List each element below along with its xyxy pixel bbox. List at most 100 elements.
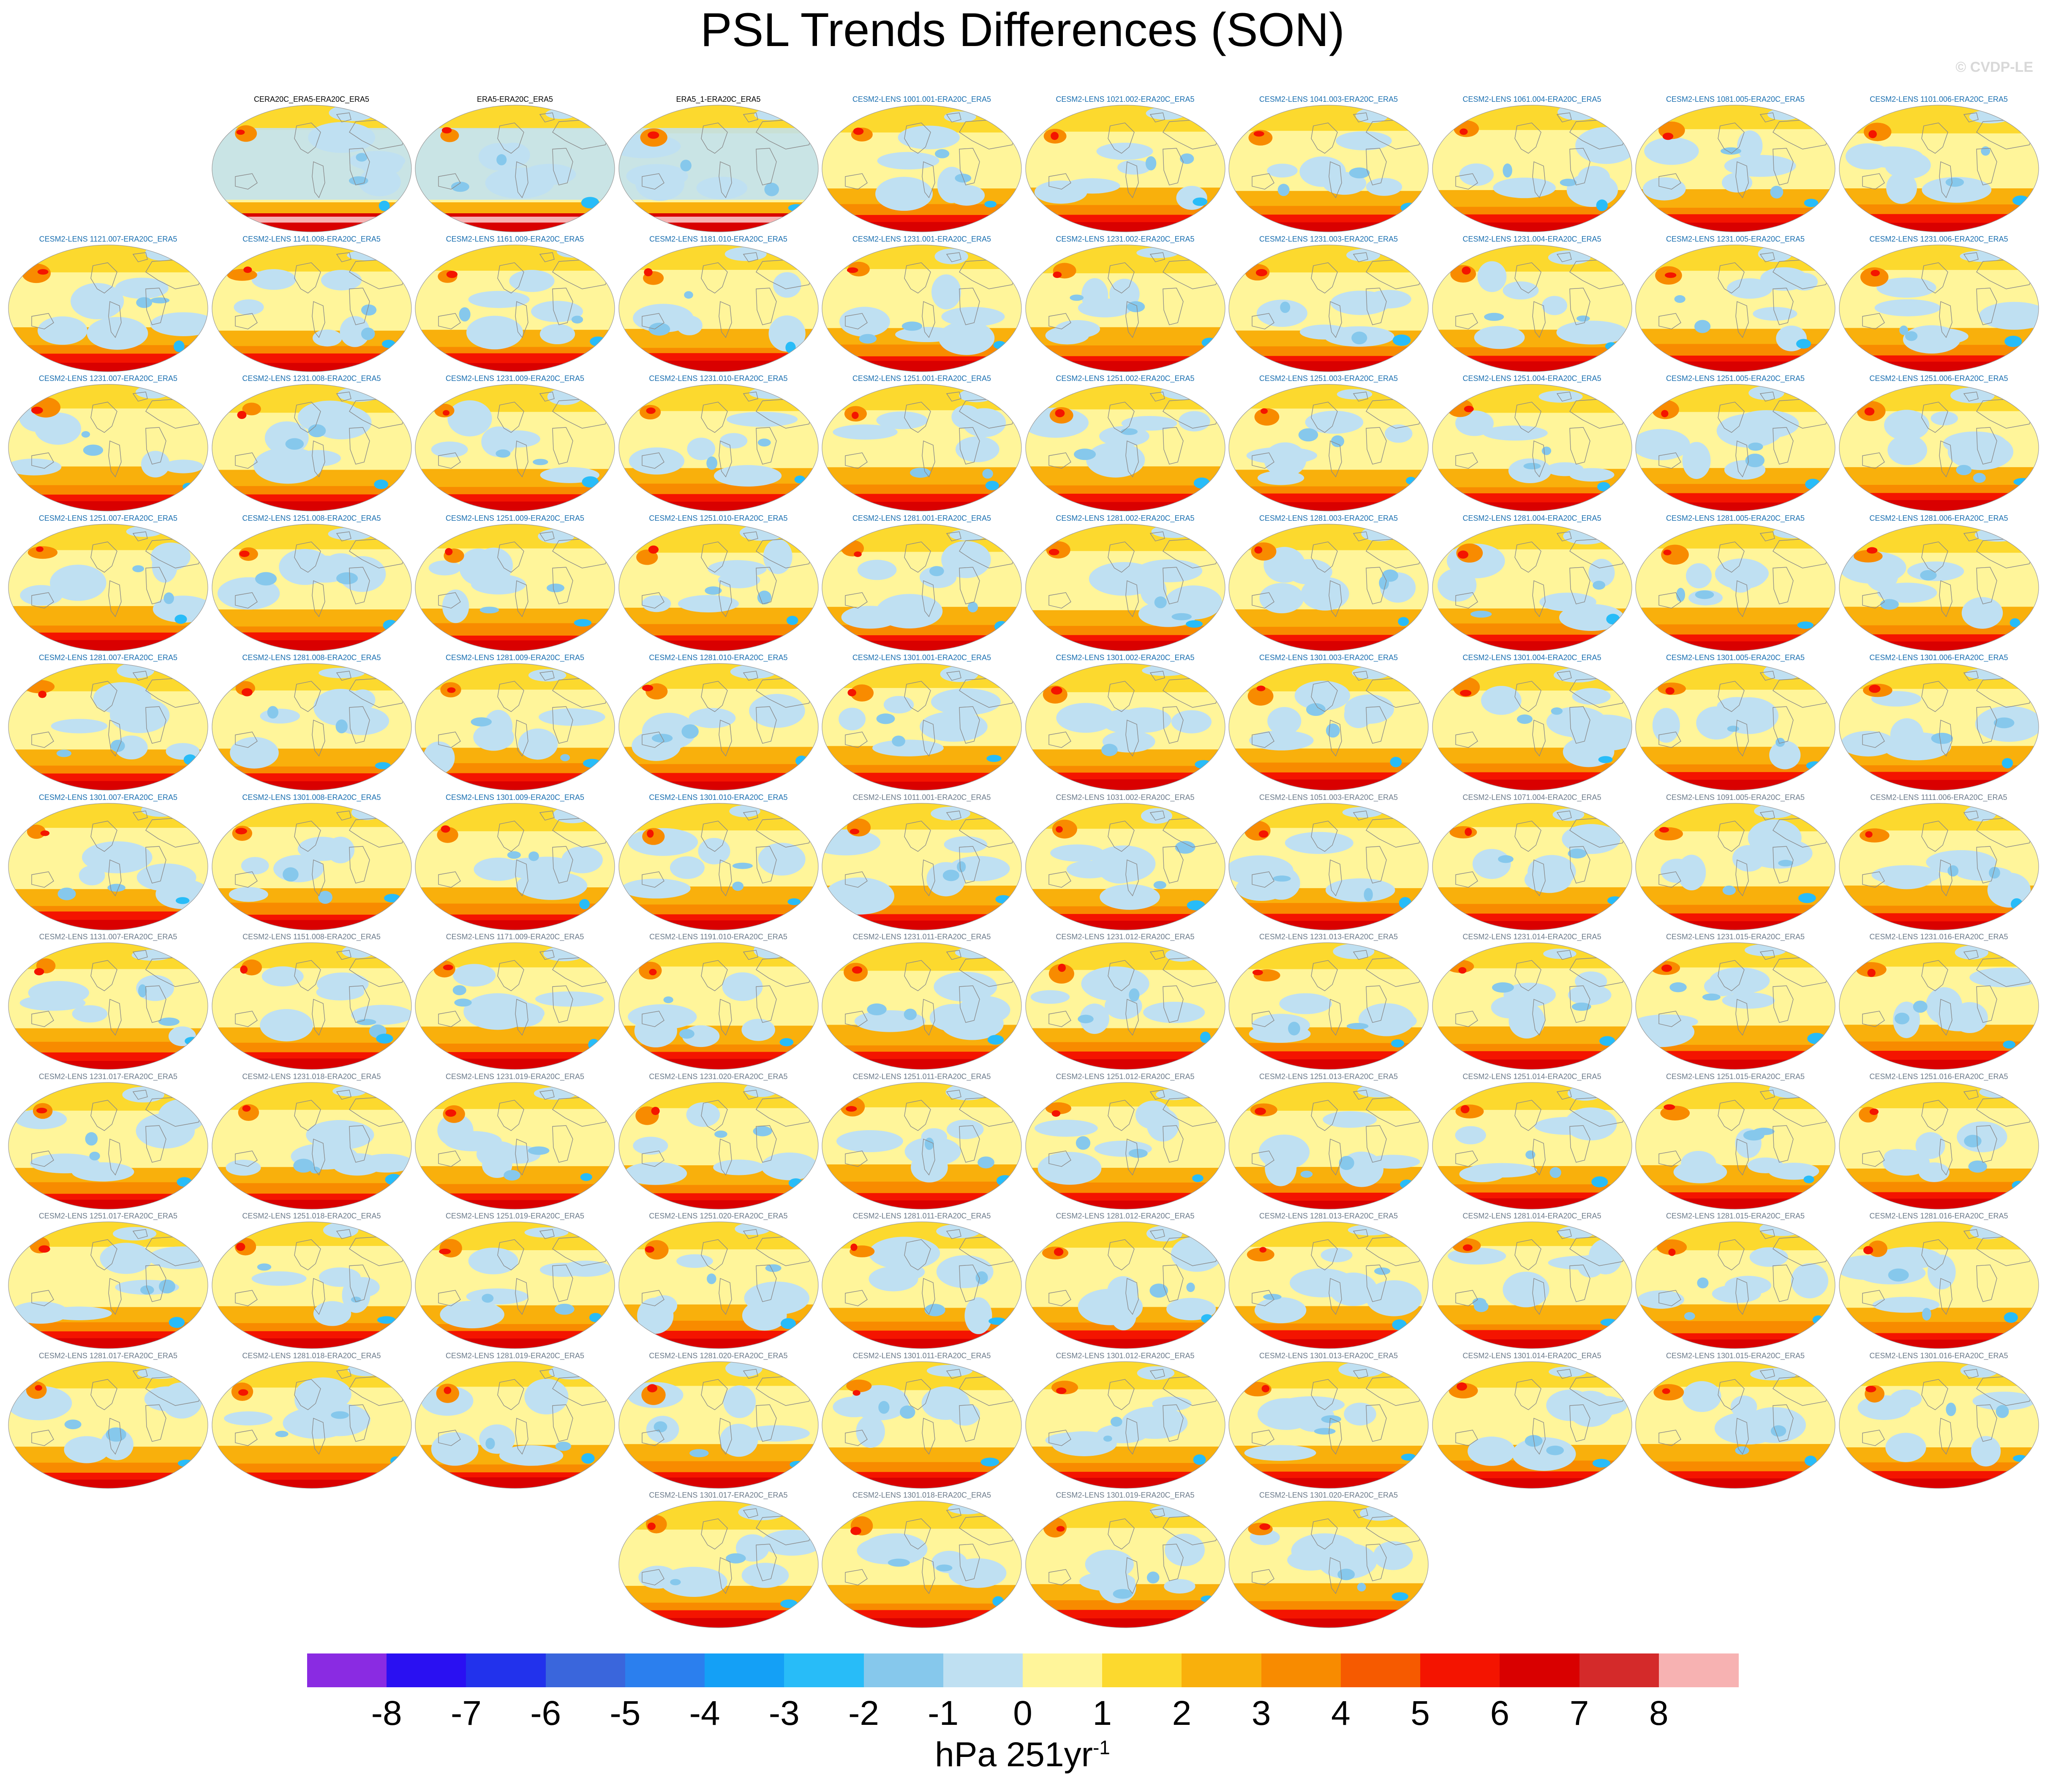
continent-outline (700, 1239, 728, 1270)
map-field (8, 1221, 208, 1349)
negative-anomaly-core (680, 160, 692, 171)
negative-anomaly (1882, 1149, 1930, 1176)
negative-anomaly (223, 1411, 272, 1425)
negative-anomaly (51, 719, 108, 734)
continent-outline (1658, 1150, 1681, 1167)
continent-outline (904, 681, 931, 712)
panel-label: CESM2-LENS 1061.004-ERA20C_ERA5 (1462, 95, 1601, 103)
positive-anomaly-core (1254, 546, 1263, 554)
panel-label: CESM2-LENS 1251.019-ERA20C_ERA5 (445, 1212, 585, 1220)
continent-outline (1455, 313, 1478, 329)
negative-anomaly-core (876, 713, 895, 724)
field-south-band-peak (1432, 921, 1632, 930)
globe-outline (822, 1361, 1022, 1489)
negative-anomaly (957, 995, 1010, 1024)
negative-anomaly-core (1277, 184, 1290, 196)
continent-outline (552, 846, 573, 884)
negative-anomaly-core (1607, 896, 1622, 905)
continent-outline (1862, 1150, 1885, 1167)
map-panel: CESM2-LENS 1251.003-ERA20C_ERA5 (1227, 374, 1430, 514)
globe-outline (1432, 384, 1632, 511)
negative-anomaly (1871, 865, 1941, 885)
negative-anomaly (305, 1120, 374, 1150)
map-field (822, 384, 1022, 511)
negative-anomaly-core (714, 1130, 727, 1138)
continent-outline (718, 859, 732, 896)
field-south-band-peak (8, 362, 208, 372)
negative-anomaly-core (1193, 477, 1210, 489)
continent-outline (1658, 731, 1681, 748)
negative-anomaly (87, 316, 148, 350)
globe-outline (415, 1221, 615, 1349)
negative-anomaly (1056, 703, 1115, 733)
negative-anomaly-core (1149, 1283, 1168, 1298)
negative-anomaly-core (1069, 294, 1084, 301)
negative-anomaly-core (1306, 703, 1326, 716)
continent-outline (1963, 671, 1979, 681)
negative-anomaly-core (185, 1037, 199, 1045)
continent-outline (1048, 1011, 1071, 1027)
negative-anomaly-core (1175, 840, 1195, 854)
negative-anomaly (141, 451, 170, 478)
negative-anomaly (1716, 413, 1782, 448)
negative-anomaly-core (1541, 446, 1551, 455)
field-north-band (1025, 943, 1225, 970)
negative-anomaly-core (83, 444, 103, 456)
negative-anomaly (1743, 1407, 1806, 1443)
negative-anomaly-core (1517, 714, 1533, 724)
negative-anomaly (877, 152, 939, 170)
continent-outline (552, 1404, 573, 1442)
map-field (1025, 942, 1225, 1070)
map-field (618, 802, 819, 930)
negative-anomaly-core (336, 572, 358, 585)
map-field (211, 1361, 412, 1489)
field-north-band (1025, 1082, 1225, 1107)
negative-anomaly (1045, 1432, 1109, 1449)
continent-outline (1658, 1011, 1681, 1027)
colorbar-tick-label: 8 (1649, 1694, 1669, 1732)
map-panel: CESM2-LENS 1301.018-ERA20C_ERA5 (820, 1491, 1024, 1630)
continent-outline (336, 671, 351, 681)
map-panel: CESM2-LENS 1231.019-ERA20C_ERA5 (413, 1072, 617, 1212)
panel-label: CESM2-LENS 1301.003-ERA20C_ERA5 (1259, 653, 1398, 662)
continent-outline (336, 810, 351, 821)
continent-outline (1735, 301, 1749, 338)
continent-outline (1514, 681, 1541, 712)
colorbar-tick-label: 2 (1172, 1694, 1192, 1732)
negative-anomaly (1588, 1239, 1623, 1275)
negative-anomaly-core (892, 735, 905, 747)
arctic-anomaly (1773, 526, 1810, 538)
field-south-band-peak (212, 501, 411, 511)
continent-outline (1125, 1417, 1139, 1455)
negative-anomaly (1249, 730, 1314, 751)
positive-anomaly-core (31, 406, 43, 414)
continent-outline (718, 161, 732, 199)
continent-outline (1252, 1290, 1274, 1306)
panel-label: CESM2-LENS 1231.006-ERA20C_ERA5 (1869, 234, 2008, 243)
negative-anomaly (440, 1300, 504, 1329)
field-south-band-peak (212, 920, 411, 930)
field-south-band-peak (1636, 502, 1835, 511)
negative-anomaly (1317, 1543, 1377, 1579)
negative-anomaly-core (1146, 1572, 1160, 1584)
continent-outline (959, 427, 980, 465)
panel-label: CESM2-LENS 1251.008-ERA20C_ERA5 (242, 514, 381, 522)
continent-outline (1658, 1290, 1681, 1306)
field-south-band-peak (1025, 920, 1225, 930)
map-panel: CESM2-LENS 1001.001-ERA20C_ERA5 (820, 95, 1024, 234)
continent-outline (1532, 1138, 1546, 1175)
negative-anomaly-core (785, 341, 796, 353)
positive-anomaly-core (238, 1389, 248, 1396)
map-field (618, 942, 819, 1070)
arctic-anomaly (948, 1503, 986, 1515)
continent-outline (1939, 301, 1952, 338)
arctic-anomaly (1149, 1504, 1197, 1517)
negative-anomaly (1492, 177, 1556, 199)
colorbar-swatch (705, 1653, 784, 1687)
field-south-band-peak (822, 1618, 1021, 1628)
colorbar-tick-label: 7 (1569, 1694, 1589, 1732)
negative-anomaly-core (373, 479, 388, 489)
continent-outline (1125, 719, 1139, 757)
positive-anomaly-core (36, 546, 44, 552)
panel-label: CESM2-LENS 1301.012-ERA20C_ERA5 (1056, 1351, 1195, 1360)
